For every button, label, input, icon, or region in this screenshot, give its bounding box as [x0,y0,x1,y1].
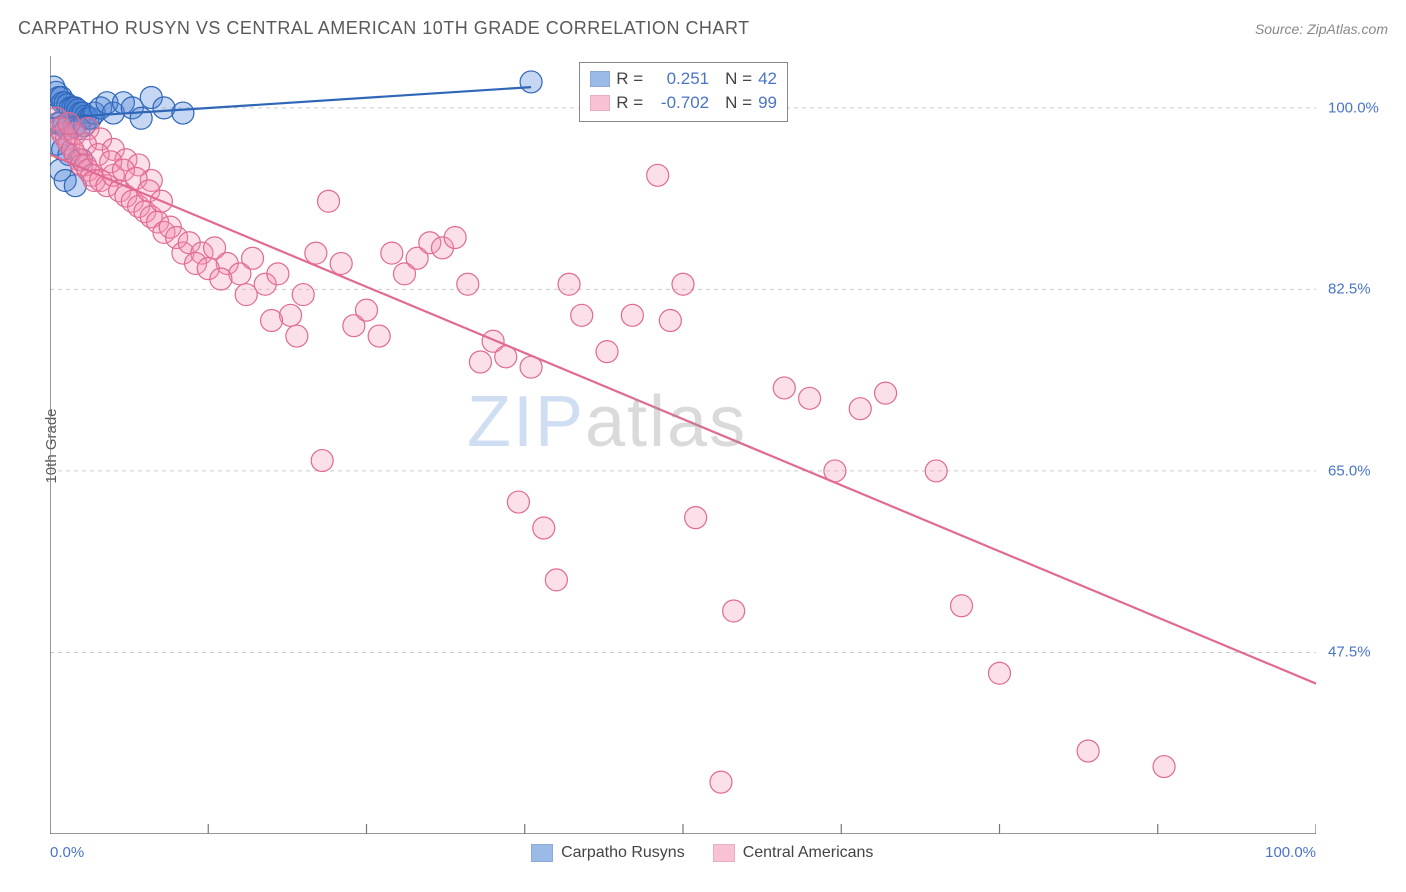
stat-r-value: 0.251 [649,69,709,89]
stat-r-value: -0.702 [649,93,709,113]
series-swatch [590,95,610,111]
legend-label: Carpatho Rusyns [561,844,685,862]
chart-title: CARPATHO RUSYN VS CENTRAL AMERICAN 10TH … [18,18,750,39]
stat-n-value: 99 [758,93,777,113]
series-Central Americans [50,107,1316,793]
legend-item: Carpatho Rusyns [531,844,685,862]
y-tick-label: 47.5% [1328,644,1371,661]
stat-n-label: N = [725,93,752,113]
stat-n-label: N = [725,69,752,89]
stats-box: R = 0.251 N = 42 R = -0.702 N = 99 [579,62,788,122]
legend-label: Central Americans [743,844,874,862]
stats-row: R = -0.702 N = 99 [590,91,777,115]
scatter-svg [50,56,1316,834]
x-tick-label: 0.0% [50,844,84,861]
legend-item: Central Americans [713,844,874,862]
stat-r-label: R = [616,93,643,113]
stats-row: R = 0.251 N = 42 [590,67,777,91]
plot-area: ZIPatlas R =0.251N =42R =-0.702N =99 Car… [50,56,1316,834]
source-attribution: Source: ZipAtlas.com [1255,21,1388,37]
series-swatch [590,71,610,87]
y-tick-label: 82.5% [1328,281,1371,298]
legend-swatch [713,844,735,862]
x-tick-label: 100.0% [1265,844,1316,861]
stat-r-label: R = [616,69,643,89]
y-tick-label: 65.0% [1328,462,1371,479]
y-tick-label: 100.0% [1328,99,1379,116]
legend-swatch [531,844,553,862]
stat-n-value: 42 [758,69,777,89]
legend: Carpatho Rusyns Central Americans [531,844,873,862]
